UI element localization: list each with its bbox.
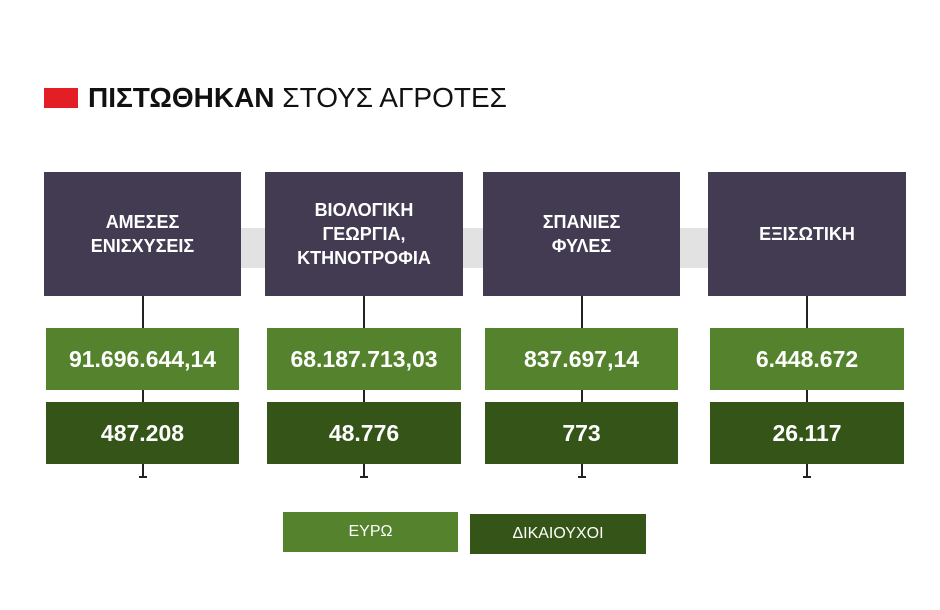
legend-euro: ΕΥΡΩ <box>283 512 458 552</box>
category-label-line: ΒΙΟΛΟΓΙΚΗ <box>314 200 414 220</box>
category-label-line: ΓΕΩΡΓΙΑ, <box>322 224 406 244</box>
category-box: ΑΜΕΣΕΣ ΕΝΙΣΧΥΣΕΙΣ <box>44 172 241 296</box>
category-label-line: ΕΞΙΣΩΤΙΚΗ <box>759 224 855 244</box>
category-label-line: ΦΥΛΕΣ <box>551 236 612 256</box>
connector-tick <box>803 476 811 478</box>
legend-beneficiaries: ΔΙΚΑΙΟΥΧΟΙ <box>470 514 646 554</box>
connector-tick <box>138 476 147 478</box>
category-box: ΒΙΟΛΟΓΙΚΗ ΓΕΩΡΓΙΑ, ΚΤΗΝΟΤΡΟΦΙΑ <box>265 172 463 296</box>
category-box: ΣΠΑΝΙΕΣ ΦΥΛΕΣ <box>483 172 680 296</box>
euro-amount: 68.187.713,03 <box>267 328 461 390</box>
category-label-line: ΑΜΕΣΕΣ <box>105 212 180 232</box>
category-label-line: ΚΤΗΝΟΤΡΟΦΙΑ <box>297 248 431 268</box>
beneficiaries-count: 773 <box>485 402 678 464</box>
title: ΠΙΣΤΩΘΗΚΑΝ ΣΤΟΥΣ ΑΓΡΟΤΕΣ <box>88 82 507 114</box>
euro-amount: 91.696.644,14 <box>46 328 239 390</box>
beneficiaries-count: 26.117 <box>710 402 904 464</box>
connector-tick <box>360 476 368 478</box>
beneficiaries-count: 487.208 <box>46 402 239 464</box>
euro-amount: 837.697,14 <box>485 328 678 390</box>
title-normal: ΣΤΟΥΣ ΑΓΡΟΤΕΣ <box>282 82 507 113</box>
category-label-line: ΕΝΙΣΧΥΣΕΙΣ <box>90 236 195 256</box>
category-box: ΕΞΙΣΩΤΙΚΗ <box>708 172 906 296</box>
beneficiaries-count: 48.776 <box>267 402 461 464</box>
category-label-line: ΣΠΑΝΙΕΣ <box>542 212 621 232</box>
connector-tick <box>577 476 586 478</box>
title-marker <box>44 88 78 108</box>
euro-amount: 6.448.672 <box>710 328 904 390</box>
title-bold: ΠΙΣΤΩΘΗΚΑΝ <box>88 82 275 113</box>
